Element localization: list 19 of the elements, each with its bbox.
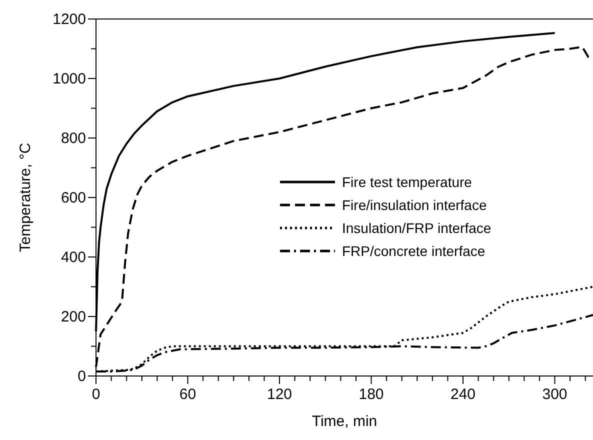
y-tick-label: 600 [60, 190, 86, 206]
y-tick-label: 800 [60, 130, 86, 147]
y-tick-label: 1000 [52, 70, 86, 88]
legend-label: Fire test temperature [342, 174, 472, 190]
y-tick-label: 0 [78, 368, 86, 385]
y-tick-label: 1200 [52, 11, 86, 28]
x-axis-title: Time, min [312, 413, 378, 430]
x-tick-label: 60 [179, 386, 196, 403]
x-tick-label: 0 [92, 386, 100, 403]
x-tick-label: 180 [358, 386, 384, 403]
y-tick-label: 400 [60, 249, 86, 266]
y-axis-title: Temperature, °C [17, 142, 34, 252]
x-tick-label: 120 [266, 386, 292, 403]
x-tick-label: 300 [542, 386, 568, 403]
x-tick-label: 240 [450, 386, 476, 403]
legend-label: FRP/concrete interface [342, 243, 486, 259]
legend-label: Insulation/FRP interface [342, 220, 492, 236]
legend-label: Fire/insulation interface [342, 197, 487, 213]
y-tick-label: 200 [60, 308, 86, 326]
